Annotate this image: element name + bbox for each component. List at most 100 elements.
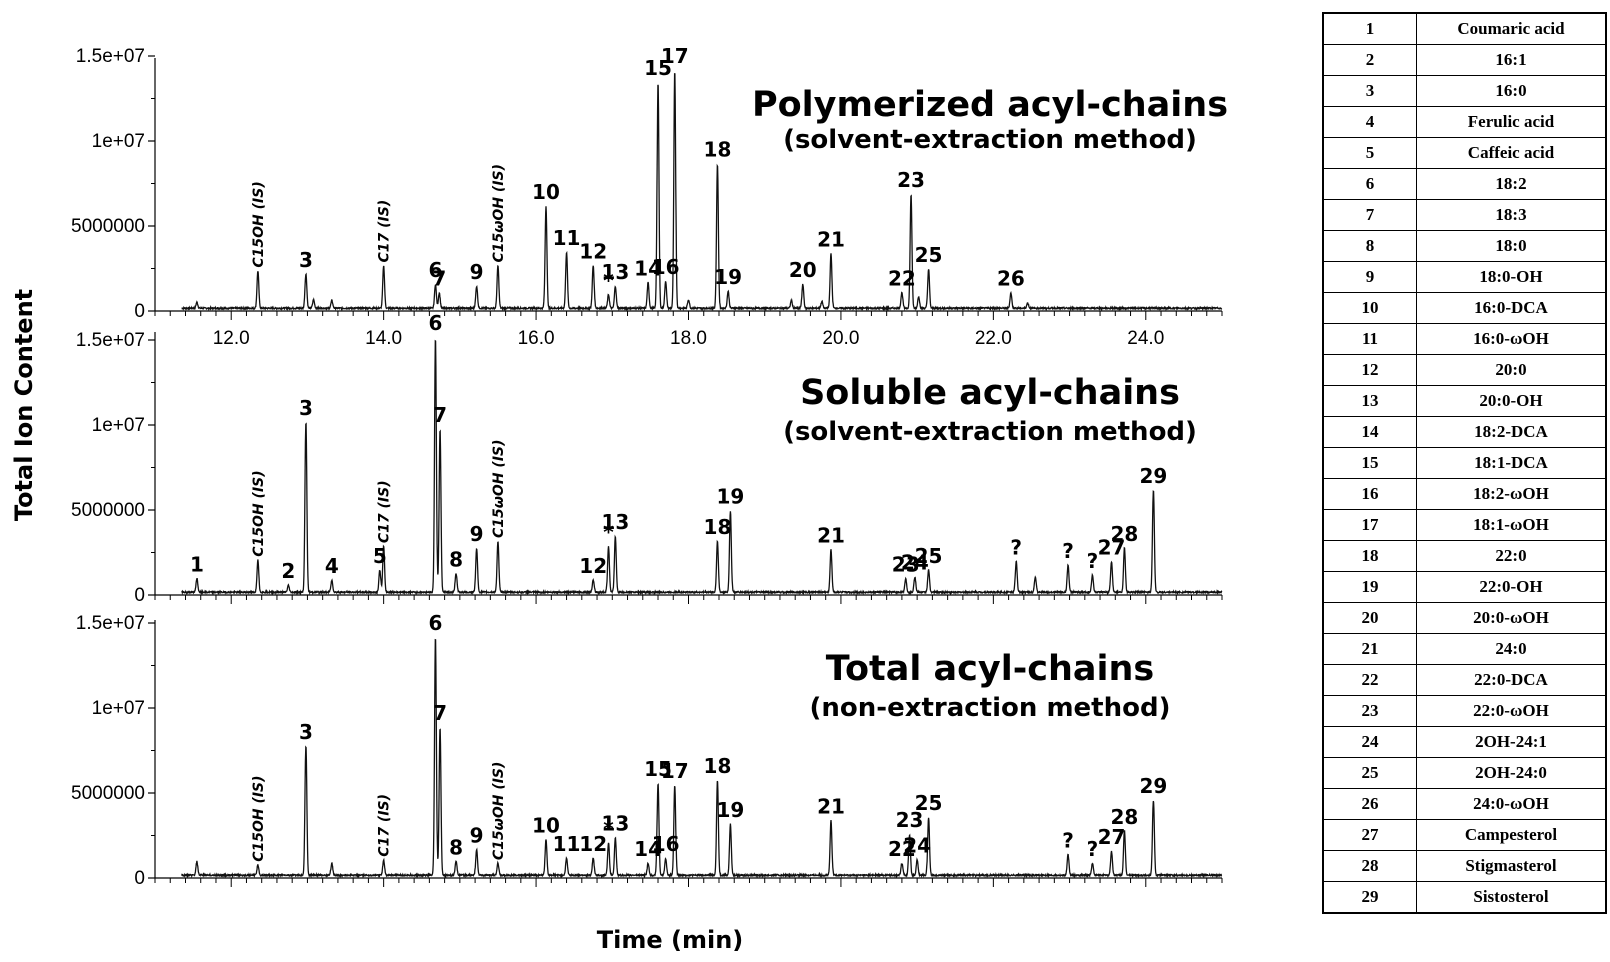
- peak-label: 11: [553, 832, 581, 856]
- peak-label: 26: [997, 267, 1025, 291]
- legend-row: 16 18:2-ωOH: [1322, 478, 1607, 510]
- x-tick-label: 18.0: [670, 328, 707, 349]
- peak-label: 16: [652, 255, 680, 279]
- internal-standard-label: C17 (IS): [377, 200, 393, 263]
- peak-label: 6: [429, 258, 443, 282]
- peak-label: 21: [817, 524, 845, 548]
- panel-subtitle: (solvent-extraction method): [783, 417, 1197, 447]
- legend-compound-name: 24:0-ωOH: [1416, 788, 1607, 820]
- peak-label: *: [603, 520, 614, 544]
- panel-title: Soluble acyl-chains: [800, 373, 1180, 413]
- peak-label: 7: [433, 701, 447, 725]
- y-tick-label: 1.5e+07: [76, 330, 145, 351]
- legend-peak-number: 3: [1322, 75, 1417, 107]
- internal-standard-label: C15OH (IS): [251, 181, 267, 267]
- peak-label: 29: [1139, 774, 1167, 798]
- x-tick-label: 24.0: [1127, 328, 1164, 349]
- peak-label: 12: [579, 554, 607, 578]
- legend-compound-name: 16:0-ωOH: [1416, 323, 1607, 355]
- legend-row: 26 24:0-ωOH: [1322, 788, 1607, 820]
- peak-legend-table: 1 Coumaric acid 2 16:1 3 16:0 4 Ferulic acid 5 Ca…: [1322, 12, 1607, 914]
- legend-peak-number: 17: [1322, 509, 1417, 541]
- legend-row: 27 Campesterol: [1322, 819, 1607, 851]
- legend-peak-number: 27: [1322, 819, 1417, 851]
- internal-standard-label: C15OH (IS): [251, 775, 267, 861]
- peak-label: 9: [470, 260, 484, 284]
- panel-2: 0 5000000 1e+07 1.5e+07 Soluble acyl-chains (…: [71, 311, 1223, 606]
- legend-compound-name: 2OH-24:1: [1416, 726, 1607, 758]
- peak-label: 7: [432, 267, 446, 291]
- y-tick-label: 0: [134, 868, 145, 889]
- legend-row: 5 Caffeic acid: [1322, 137, 1607, 169]
- panel-title: Total acyl-chains: [826, 649, 1155, 689]
- peak-label: 24: [901, 551, 929, 575]
- legend-row: 14 18:2-DCA: [1322, 416, 1607, 448]
- peak-label: 17: [661, 759, 689, 783]
- legend-peak-number: 28: [1322, 850, 1417, 882]
- legend-row: 23 22:0-ωOH: [1322, 695, 1607, 727]
- peak-label: *: [603, 268, 614, 292]
- peak-label: 22: [888, 267, 916, 291]
- y-tick-label: 1e+07: [92, 415, 145, 436]
- legend-row: 24 2OH-24:1: [1322, 726, 1607, 758]
- x-tick-label: 20.0: [822, 328, 859, 349]
- legend-row: 18 22:0: [1322, 540, 1607, 572]
- y-axis-title: Total Ion Content: [10, 289, 38, 521]
- legend-peak-number: 10: [1322, 292, 1417, 324]
- peak-label: 23: [892, 552, 920, 576]
- legend-compound-name: 18:2: [1416, 168, 1607, 200]
- peak-label: 9: [470, 824, 484, 848]
- legend-row: 29 Sistosterol: [1322, 881, 1607, 914]
- peak-label: 27: [1098, 825, 1126, 849]
- peak-label: 4: [325, 554, 339, 578]
- internal-standard-label: C17 (IS): [377, 794, 393, 857]
- legend-row: 25 2OH-24:0: [1322, 757, 1607, 789]
- peak-label: 27: [1098, 535, 1126, 559]
- legend-row: 2 16:1: [1322, 44, 1607, 76]
- legend-compound-name: 18:3: [1416, 199, 1607, 231]
- peak-label: 14: [634, 837, 662, 861]
- legend-row: 15 18:1-DCA: [1322, 447, 1607, 479]
- peak-label: 7: [433, 403, 447, 427]
- legend-compound-name: 22:0: [1416, 540, 1607, 572]
- peak-label: 24: [903, 834, 931, 858]
- y-tick-label: 1.5e+07: [76, 613, 145, 634]
- peak-label: 19: [716, 798, 744, 822]
- legend-compound-name: 16:0: [1416, 75, 1607, 107]
- peak-label: 10: [532, 813, 560, 837]
- legend-peak-number: 20: [1322, 602, 1417, 634]
- legend-peak-number: 7: [1322, 199, 1417, 231]
- peak-label: 19: [714, 265, 742, 289]
- chromatogram-trace: [181, 72, 1223, 312]
- panel-title: Polymerized acyl-chains: [752, 85, 1228, 125]
- peak-label: 17: [661, 44, 689, 68]
- peak-label: 20: [789, 258, 817, 282]
- peak-label: ?: [1010, 535, 1022, 559]
- legend-row: 12 20:0: [1322, 354, 1607, 386]
- legend-compound-name: Ferulic acid: [1416, 106, 1607, 138]
- peak-label: 9: [470, 522, 484, 546]
- legend-peak-number: 13: [1322, 385, 1417, 417]
- legend-row: 8 18:0: [1322, 230, 1607, 262]
- peak-label: 22: [888, 837, 916, 861]
- y-tick-label: 0: [134, 301, 145, 322]
- legend-compound-name: 22:0-ωOH: [1416, 695, 1607, 727]
- peak-label: ?: [1087, 549, 1099, 573]
- peak-label: 21: [817, 228, 845, 252]
- x-tick-label: 12.0: [213, 328, 250, 349]
- internal-standard-label: C15OH (IS): [251, 470, 267, 556]
- peak-label: 28: [1111, 805, 1139, 829]
- legend-peak-number: 8: [1322, 230, 1417, 262]
- peak-label: 23: [897, 168, 925, 192]
- peak-label: 28: [1111, 522, 1139, 546]
- legend-peak-number: 16: [1322, 478, 1417, 510]
- peak-label: 13: [601, 510, 629, 534]
- peak-label: 21: [817, 795, 845, 819]
- legend-row: 4 Ferulic acid: [1322, 106, 1607, 138]
- peak-label: ?: [1062, 829, 1074, 853]
- legend-peak-number: 19: [1322, 571, 1417, 603]
- legend-compound-name: 2OH-24:0: [1416, 757, 1607, 789]
- legend-compound-name: 22:0-DCA: [1416, 664, 1607, 696]
- peak-label: 11: [553, 226, 581, 250]
